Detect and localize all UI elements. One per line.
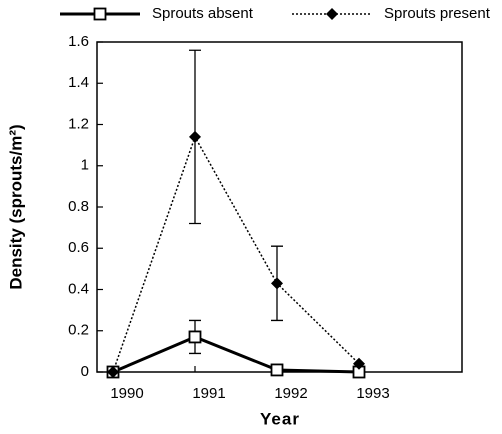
x-tick-label: 1990 (110, 385, 143, 402)
legend-marker (326, 8, 338, 20)
marker (107, 366, 119, 378)
legend-label: Sprouts absent (152, 5, 254, 22)
marker (353, 357, 365, 370)
y-tick-label: 1.2 (68, 115, 89, 132)
legend-label: Sprouts present (384, 5, 491, 22)
series-line (112, 135, 360, 373)
marker (188, 330, 202, 344)
y-tick-label: 0.6 (68, 239, 89, 256)
marker (271, 277, 283, 290)
marker (189, 130, 201, 143)
y-tick-label: 0 (81, 363, 89, 380)
plot-frame (96, 41, 463, 373)
x-tick-label: 1992 (274, 385, 307, 402)
legend-marker (93, 7, 107, 21)
y-tick-label: 0.4 (68, 280, 89, 297)
y-tick-label: 1 (81, 157, 89, 174)
y-tick-label: 1.6 (68, 33, 89, 50)
x-tick-label: 1991 (192, 385, 225, 402)
x-axis-label: Year (260, 409, 300, 428)
y-tick-label: 1.4 (68, 74, 89, 91)
y-tick-label: 0.2 (68, 322, 89, 339)
series-line (112, 335, 360, 374)
y-axis-label: Density (sprouts/m²) (6, 124, 25, 289)
marker (270, 363, 284, 377)
x-tick-label: 1993 (356, 385, 389, 402)
y-tick-label: 0.8 (68, 198, 89, 215)
